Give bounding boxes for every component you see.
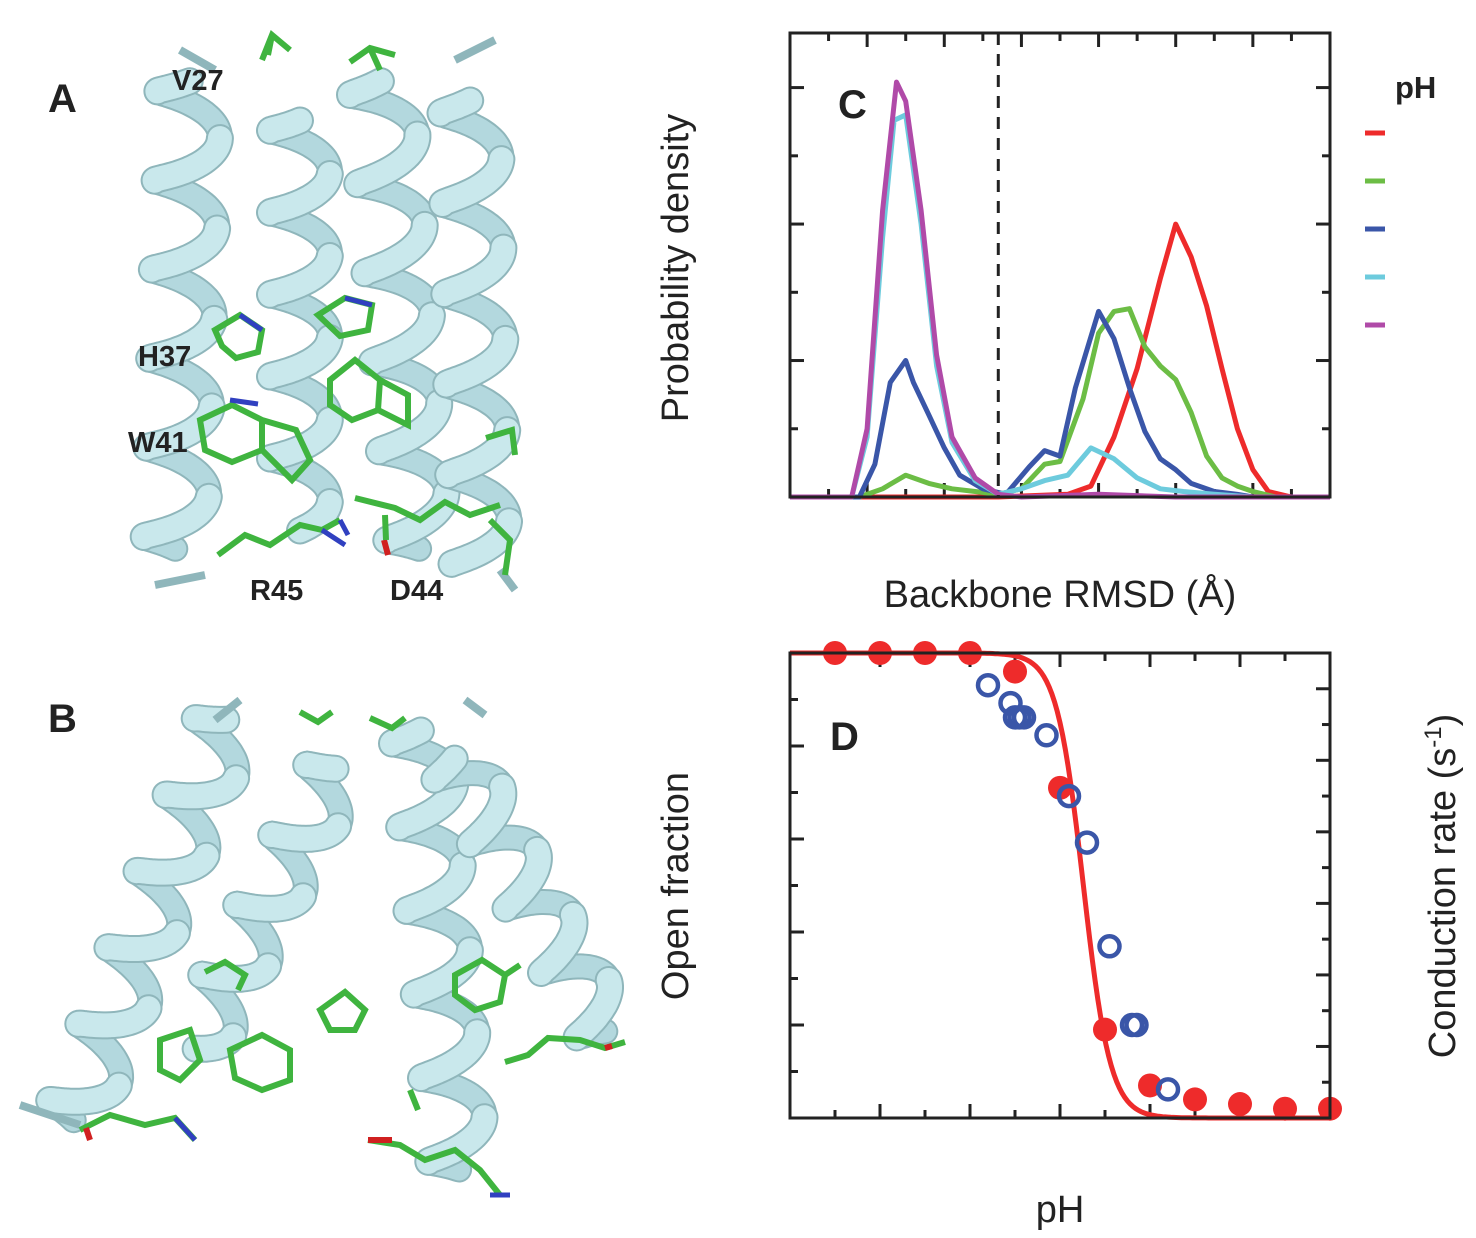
panel-letter-b: B bbox=[48, 697, 77, 741]
helix-b1-front bbox=[37, 706, 249, 1114]
d-point-conduction-rate-8 bbox=[1097, 934, 1122, 959]
d44-oxygen bbox=[381, 539, 391, 556]
panel-b-sidechains bbox=[78, 709, 626, 1198]
r45-nitrogen bbox=[320, 518, 351, 548]
helix-b1 bbox=[35, 704, 251, 1134]
label-w41: W41 bbox=[128, 427, 188, 459]
panel-letter-c: C bbox=[838, 83, 867, 127]
helix-b4-front bbox=[422, 746, 622, 1050]
label-v27: V27 bbox=[172, 65, 224, 97]
w41-nitrogen-left bbox=[229, 397, 259, 407]
d-point-conduction-rate-4 bbox=[1011, 705, 1037, 730]
loop-a1 bbox=[178, 46, 217, 74]
h37-nitrogen-right bbox=[344, 295, 373, 308]
label-d44: D44 bbox=[390, 575, 443, 607]
b-his-center bbox=[316, 988, 369, 1033]
panel-letter-a: A bbox=[48, 77, 77, 121]
d-point-open-fraction-9 bbox=[1228, 1092, 1252, 1117]
panel-a-sidechains bbox=[196, 30, 518, 576]
helix-a3-front bbox=[338, 69, 459, 553]
b-trp-left bbox=[157, 1026, 204, 1084]
label-h37: H37 bbox=[138, 341, 191, 373]
v27-sidechain-right bbox=[348, 44, 396, 72]
chart-c-x-axis-title: Backbone RMSD (Å) bbox=[884, 572, 1237, 616]
w41-sidechain-right bbox=[327, 356, 411, 430]
c-series-line-6 bbox=[790, 308, 1330, 500]
chart-c-frame bbox=[788, 31, 1332, 499]
panel-letter-d: D bbox=[830, 715, 859, 759]
r45-sidechain bbox=[216, 517, 342, 558]
helix-b3 bbox=[378, 716, 499, 1183]
d-point-conduction-rate-6 bbox=[1056, 783, 1082, 809]
panel-b-helices bbox=[18, 696, 624, 1183]
helix-b4 bbox=[420, 744, 624, 1052]
b-oxygen-left bbox=[83, 1127, 93, 1141]
panel-d-chart: D pH Open fraction Conduction rate (s-1) bbox=[655, 641, 1464, 1231]
helix-a1 bbox=[129, 67, 234, 562]
loop-a3 bbox=[154, 571, 206, 589]
b-trp-right bbox=[452, 956, 522, 1014]
sidechain-right-bottom bbox=[487, 517, 514, 576]
d-point-open-fraction-4 bbox=[1003, 659, 1027, 684]
chart-c-series bbox=[790, 79, 1330, 500]
b-top-sidechains bbox=[298, 709, 407, 732]
loop-a2 bbox=[453, 36, 497, 64]
w41-sidechain-left bbox=[196, 401, 314, 485]
chart-c-ticks bbox=[788, 33, 1332, 499]
d-point-open-fraction-10 bbox=[1273, 1096, 1297, 1121]
helix-b2-front bbox=[183, 752, 351, 1061]
d-point-open-fraction-8 bbox=[1183, 1087, 1207, 1112]
helix-a4 bbox=[426, 86, 523, 578]
d-point-conduction-rate-7 bbox=[1074, 830, 1100, 855]
chart-c-y-axis-title: Probability density bbox=[655, 114, 697, 422]
h37-sidechain-right bbox=[313, 294, 376, 340]
panel-a-structure: A V27 H37 bbox=[48, 30, 523, 607]
c-series-line-4 bbox=[790, 221, 1330, 500]
b-his-left bbox=[203, 958, 249, 992]
y2-title-close: ) bbox=[1422, 714, 1464, 727]
d44-sidechain bbox=[354, 495, 501, 524]
chart-d-y-axis-title: Open fraction bbox=[655, 772, 697, 1000]
y2-title-sup: -1 bbox=[1420, 726, 1447, 747]
chart-d-fit-curve bbox=[790, 650, 1330, 1121]
d-point-conduction-rate-5 bbox=[1034, 723, 1059, 748]
c-series-line-5.5 bbox=[790, 306, 1330, 500]
c-series-line-6.5 bbox=[790, 112, 1330, 500]
chart-c-legend: pH bbox=[1365, 70, 1436, 328]
d44-carboxyl bbox=[382, 514, 389, 541]
helix-a3 bbox=[336, 67, 461, 562]
y2-title-main: Conduction rate (s bbox=[1422, 748, 1464, 1059]
chart-d-points bbox=[823, 641, 1342, 1121]
b-sidechain-mid bbox=[407, 1088, 421, 1112]
loop-b3 bbox=[462, 696, 488, 719]
chart-d-y2-axis-title: Conduction rate (s-1) bbox=[1420, 714, 1464, 1059]
helix-b2 bbox=[181, 750, 354, 1063]
label-r45: R45 bbox=[250, 575, 303, 607]
b-nitrogen-left bbox=[173, 1116, 197, 1142]
v27-sidechain-left bbox=[259, 30, 292, 62]
b-trp-center bbox=[226, 1031, 293, 1094]
legend-title: pH bbox=[1395, 70, 1436, 105]
c-series-line-8 bbox=[790, 79, 1330, 500]
d-point-open-fraction-6 bbox=[1093, 1017, 1117, 1042]
panel-b-structure: B bbox=[18, 696, 626, 1198]
helix-a4-front bbox=[428, 88, 521, 576]
d-point-conduction-rate-0 bbox=[975, 672, 1001, 698]
h37-nitrogen-left bbox=[238, 312, 264, 333]
panel-c-chart: C Backbone RMSD (Å) Probability density … bbox=[655, 31, 1436, 616]
chart-d-frame bbox=[788, 651, 1332, 1120]
d-point-conduction-rate-10 bbox=[1124, 1012, 1149, 1038]
sidechain-right-edge bbox=[485, 426, 518, 456]
loop-b1 bbox=[18, 1101, 82, 1129]
chart-d-x-axis-title: pH bbox=[1036, 1189, 1085, 1231]
b-asp-bottom bbox=[367, 1137, 503, 1197]
d-point-conduction-rate-11 bbox=[1155, 1077, 1181, 1102]
b-oxygen-right bbox=[604, 1043, 613, 1051]
loop-b2 bbox=[212, 696, 243, 724]
